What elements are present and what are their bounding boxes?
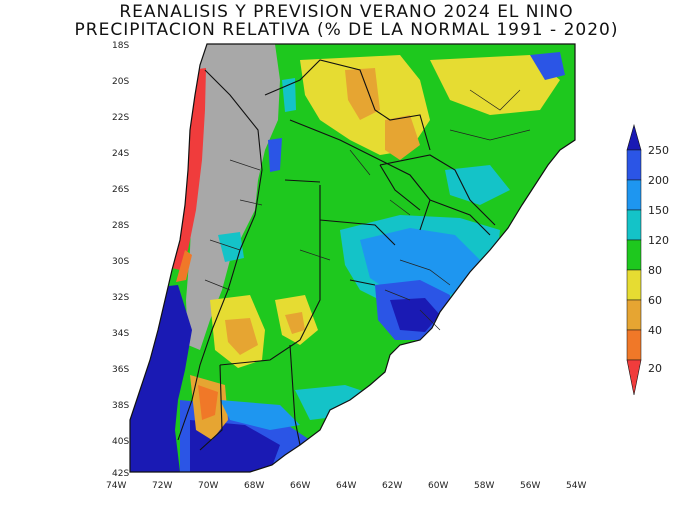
colorbar-label: 250 (648, 144, 669, 157)
province-borders (204, 89, 531, 331)
lon-label: 54W (566, 481, 586, 491)
lon-label: 62W (382, 481, 402, 491)
colorbar-label: 120 (648, 234, 669, 247)
lat-label: 26S (112, 185, 129, 195)
colorbar-label: 60 (648, 294, 662, 307)
lon-label: 68W (244, 481, 264, 491)
lat-label: 30S (112, 257, 129, 267)
colorbar-swatch (626, 329, 642, 361)
lon-label: 72W (152, 481, 172, 491)
lat-label: 28S (112, 221, 129, 231)
colorbar-swatch (626, 209, 642, 241)
lat-label: 34S (112, 329, 129, 339)
colorbar-swatch (626, 239, 642, 271)
colorbar-swatch (626, 149, 642, 181)
map-title-line1: REANALISIS Y PREVISION VERANO 2024 EL NI… (119, 2, 574, 22)
lon-label: 64W (336, 481, 356, 491)
country-borders (177, 59, 496, 451)
colorbar-swatch (626, 179, 642, 211)
colorbar-bottom-arrow (626, 359, 642, 396)
lon-label: 60W (428, 481, 448, 491)
lon-label: 66W (290, 481, 310, 491)
colorbar-swatch (626, 299, 642, 331)
colorbar-label: 200 (648, 174, 669, 187)
lat-label: 22S (112, 113, 129, 123)
longitude-labels: 74W 72W 70W 68W 66W 64W 62W 60W 58W 56W … (106, 481, 586, 491)
lon-label: 70W (198, 481, 218, 491)
lat-label: 18S (112, 41, 129, 51)
colorbar-top-arrow (626, 123, 642, 151)
lon-label: 58W (474, 481, 494, 491)
colorbar-label: 80 (648, 264, 662, 277)
lat-label: 20S (112, 77, 129, 87)
lon-label: 74W (106, 481, 126, 491)
colorbar-swatch (626, 269, 642, 301)
lat-label: 24S (112, 149, 129, 159)
colorbar-label: 150 (648, 204, 669, 217)
latitude-labels: 18S 20S 22S 24S 26S 28S 30S 32S 34S 36S … (112, 41, 129, 479)
lat-label: 32S (112, 293, 129, 303)
lat-label: 42S (112, 469, 129, 479)
colorbar-label: 40 (648, 324, 662, 337)
lon-label: 56W (520, 481, 540, 491)
lat-label: 38S (112, 401, 129, 411)
coastline (129, 43, 576, 473)
map-title-line2: PRECIPITACION RELATIVA (% DE LA NORMAL 1… (74, 20, 619, 40)
colorbar: 250 200 150 120 80 60 40 20 (626, 123, 669, 396)
lat-label: 36S (112, 365, 129, 375)
lat-label: 40S (112, 437, 129, 447)
colorbar-label: 20 (648, 362, 662, 375)
